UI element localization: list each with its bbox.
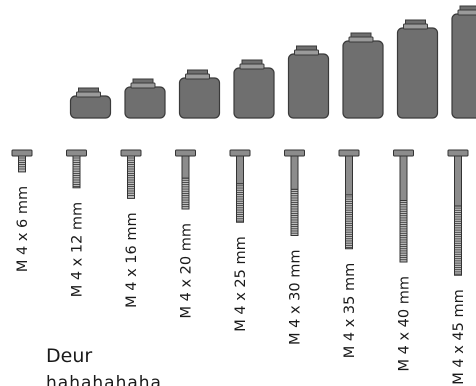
container-m4x12 <box>69 87 112 119</box>
container-lid-top <box>132 78 154 84</box>
screw-head <box>447 149 469 157</box>
screw-m4x40 <box>393 149 414 263</box>
door-label: Deur <box>46 345 93 367</box>
screw-label-m4x20: M 4 x 20 mm <box>179 223 195 318</box>
screw-m4x45 <box>447 149 469 276</box>
container-m4x35 <box>342 32 384 119</box>
screw-head <box>175 149 196 157</box>
container-lid <box>239 63 265 70</box>
screw-head <box>66 149 87 157</box>
container-lid <box>76 91 101 98</box>
container-lid <box>185 73 210 80</box>
screw-head <box>393 149 414 157</box>
screw-shank <box>181 155 190 179</box>
screw-m4x20 <box>175 149 196 210</box>
container-m4x45 <box>451 5 476 119</box>
container-m4x40 <box>396 19 439 119</box>
container-body <box>124 86 166 119</box>
screw-label-m4x16: M 4 x 16 mm <box>124 212 140 307</box>
container-lid-top <box>296 45 317 51</box>
screw-head <box>11 149 33 157</box>
screw-label-m4x25: M 4 x 25 mm <box>233 236 249 331</box>
container-lid-top <box>187 69 208 75</box>
screw-m4x12 <box>66 149 87 189</box>
screw-head <box>120 149 142 157</box>
container-m4x30 <box>287 45 330 119</box>
container-body <box>69 95 112 119</box>
screw-thread <box>72 155 81 189</box>
screw-thread <box>18 155 26 173</box>
screw-m4x30 <box>284 149 305 236</box>
container-body <box>396 27 439 119</box>
screw-m4x25 <box>229 149 251 223</box>
container-lid-top <box>241 59 263 65</box>
screw-shank <box>399 155 408 202</box>
screw-shank <box>290 155 299 190</box>
screw-label-m4x30: M 4 x 30 mm <box>288 250 304 345</box>
screw-head <box>338 149 360 157</box>
screw-shank <box>236 155 244 185</box>
screw-thread <box>290 188 299 236</box>
screw-label-m4x6: M 4 x 6 mm <box>15 186 31 272</box>
container-row <box>69 5 476 119</box>
container-m4x25 <box>233 59 275 119</box>
container-lid <box>130 82 156 89</box>
screw-thread <box>454 205 462 276</box>
screw-thread <box>127 155 135 199</box>
screw-m4x6 <box>11 149 33 173</box>
container-lid-top <box>459 5 476 11</box>
screw-label-m4x12: M 4 x 12 mm <box>70 202 86 297</box>
screw-head <box>284 149 305 157</box>
container-lid <box>294 49 319 56</box>
container-lid-top <box>405 19 426 25</box>
container-body <box>342 40 384 119</box>
screw-shank <box>454 155 462 207</box>
container-m4x16 <box>124 78 166 119</box>
container-body <box>178 77 221 119</box>
screw-label-row: M 4 x 6 mm M 4 x 12 mm M 4 x 16 mm M 4 x 20… <box>15 186 467 385</box>
screw-label-m4x45: M 4 x 45 mm <box>451 289 467 384</box>
screw-m4x16 <box>120 149 142 199</box>
screw-row <box>11 149 469 276</box>
container-m4x20 <box>178 69 221 119</box>
container-lid <box>348 36 374 43</box>
container-lid-top <box>350 32 372 38</box>
screw-shank <box>345 155 353 196</box>
container-body <box>451 13 476 119</box>
container-body <box>287 53 330 119</box>
container-lid <box>457 9 476 16</box>
screw-m4x35 <box>338 149 360 250</box>
screw-thread <box>345 194 353 250</box>
screw-label-m4x35: M 4 x 35 mm <box>342 263 358 358</box>
container-lid-top <box>78 87 99 93</box>
screw-label-m4x40: M 4 x 40 mm <box>397 276 413 371</box>
screw-head <box>229 149 251 157</box>
cropped-text-line: hahahahaha <box>46 373 162 386</box>
container-lid <box>403 23 428 30</box>
container-body <box>233 67 275 119</box>
